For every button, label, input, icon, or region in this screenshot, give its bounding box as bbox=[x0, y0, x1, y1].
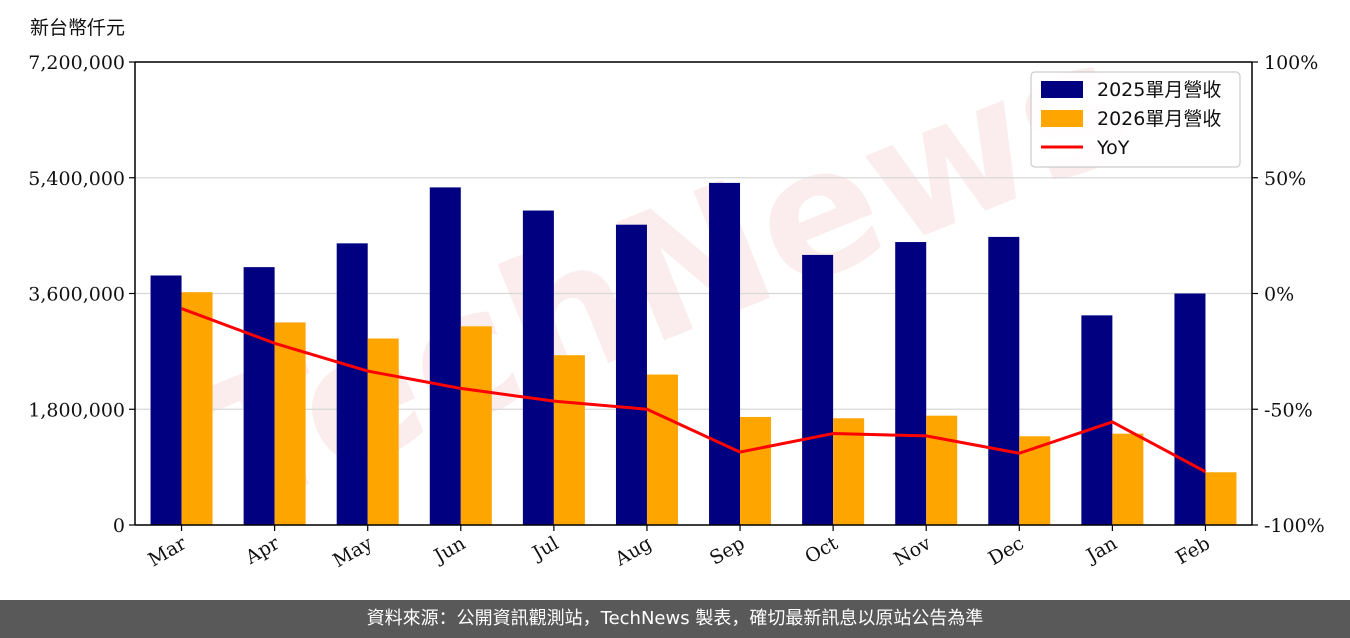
bar-2026 bbox=[367, 338, 399, 525]
legend-label: 2026單月營收 bbox=[1097, 108, 1221, 130]
left-tick-label: 7,200,000 bbox=[28, 52, 125, 74]
x-tick-label: Dec bbox=[985, 532, 1028, 570]
x-tick-label: Feb bbox=[1172, 532, 1214, 569]
legend-label: 2025單月營收 bbox=[1097, 79, 1221, 101]
revenue-chart: TechNews 01,800,0003,600,0005,400,0007,2… bbox=[28, 0, 1325, 572]
legend: 2025單月營收 2026單月營收 YoY bbox=[1030, 71, 1241, 168]
right-tick-label: 0% bbox=[1264, 284, 1294, 306]
bar-2026 bbox=[1112, 433, 1144, 525]
right-tick-label: -50% bbox=[1264, 399, 1313, 421]
right-axis-ticks: -100% -50% 0% 50% 100% bbox=[1252, 52, 1325, 537]
x-tick-label: Jan bbox=[1081, 532, 1121, 568]
unit-label: 新台幣仟元 bbox=[30, 17, 125, 39]
x-tick-label: Sep bbox=[706, 532, 749, 569]
x-tick-label: Jul bbox=[527, 532, 562, 565]
left-tick-label: 5,400,000 bbox=[28, 168, 125, 190]
axes bbox=[134, 61, 1253, 526]
bar-2025 bbox=[709, 182, 741, 525]
bar-2026 bbox=[740, 416, 772, 525]
x-axis-ticks: Mar Apr May Jun Jul Aug Sep Oct Nov Dec Jan Feb bbox=[145, 525, 1214, 572]
bar-2026 bbox=[181, 292, 213, 525]
legend-swatch bbox=[1041, 81, 1083, 98]
legend-box bbox=[1030, 71, 1241, 168]
left-axis-ticks: 0 1,800,000 3,600,000 5,400,000 7,200,000 bbox=[28, 52, 135, 537]
x-tick-label: Mar bbox=[145, 532, 191, 571]
left-tick-label: 0 bbox=[113, 515, 125, 537]
bar-2025 bbox=[802, 254, 834, 525]
x-tick-label: Oct bbox=[801, 532, 842, 568]
bar-2026 bbox=[926, 415, 958, 525]
bar-2026 bbox=[274, 322, 306, 525]
right-tick-label: -100% bbox=[1264, 515, 1325, 537]
left-tick-label: 3,600,000 bbox=[28, 284, 125, 306]
legend-label: YoY bbox=[1096, 137, 1130, 159]
right-tick-label: 100% bbox=[1264, 52, 1318, 74]
bar-2025 bbox=[895, 242, 927, 526]
yoy-series-line bbox=[181, 307, 1207, 474]
bar-2026 bbox=[646, 374, 678, 525]
bar-2025 bbox=[150, 275, 182, 525]
bar-2025 bbox=[336, 243, 368, 525]
bar-2025 bbox=[429, 187, 461, 526]
left-tick-label: 1,800,000 bbox=[28, 399, 125, 421]
bar-2025 bbox=[522, 210, 554, 525]
x-tick-label: Nov bbox=[890, 532, 935, 571]
source-footer: 資料來源：公開資訊觀測站，TechNews 製表，確切最新訊息以原站公告為準 bbox=[0, 600, 1350, 638]
bar-2026 bbox=[460, 326, 492, 525]
bar-2025 bbox=[615, 224, 647, 525]
bar-2026 bbox=[553, 355, 585, 525]
right-tick-label: 50% bbox=[1264, 168, 1306, 190]
bar-2025 bbox=[1174, 293, 1206, 525]
x-tick-label: Aug bbox=[611, 532, 656, 571]
bar-2025 bbox=[988, 236, 1020, 525]
bar-2025 bbox=[1081, 315, 1113, 525]
bars bbox=[150, 182, 1237, 526]
x-tick-label: May bbox=[329, 532, 376, 572]
legend-swatch bbox=[1041, 110, 1083, 127]
bar-2026 bbox=[833, 418, 865, 525]
x-tick-label: Jun bbox=[429, 532, 470, 568]
bar-2025 bbox=[243, 267, 275, 525]
bar-2026 bbox=[1205, 472, 1237, 525]
yoy-line bbox=[181, 307, 1207, 474]
